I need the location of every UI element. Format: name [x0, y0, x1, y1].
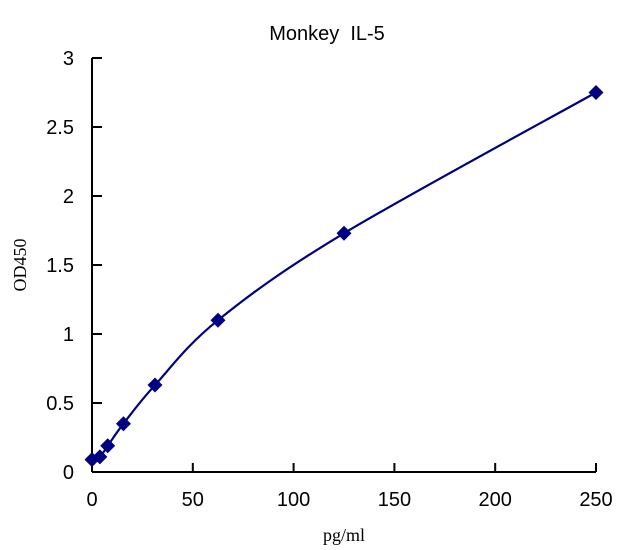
x-axis: 0 50 100 150 200 250	[86, 463, 613, 511]
x-tick-label: 50	[182, 489, 204, 511]
y-axis-label: OD450	[10, 239, 30, 292]
y-tick-label: 0.5	[46, 393, 74, 415]
data-point-diamond-icon	[115, 416, 131, 432]
x-tick-label: 200	[479, 489, 512, 511]
data-point-diamond-icon	[210, 312, 226, 328]
chart-title: Monkey IL-5	[269, 23, 385, 45]
x-tick-label: 0	[86, 489, 97, 511]
data-point-diamond-icon	[100, 438, 116, 454]
y-tick-label: 3	[63, 48, 74, 70]
y-axis: 0 0.5 1 1.5 2 2.5 3	[46, 48, 102, 484]
data-point-diamond-icon	[336, 225, 352, 241]
x-tick-label: 150	[378, 489, 411, 511]
x-tick-label: 250	[579, 489, 612, 511]
data-markers	[84, 85, 604, 468]
y-tick-label: 2.5	[46, 117, 74, 139]
x-axis-label: pg/ml	[323, 525, 365, 545]
x-tick-label: 100	[277, 489, 310, 511]
y-tick-label: 2	[63, 186, 74, 208]
y-tick-label: 1.5	[46, 255, 74, 277]
data-point-diamond-icon	[92, 449, 108, 465]
fitted-curve	[91, 91, 597, 461]
y-tick-label: 1	[63, 324, 74, 346]
data-point-diamond-icon	[588, 85, 604, 100]
y-tick-label: 0	[63, 462, 74, 484]
data-point-diamond-icon	[147, 377, 163, 393]
